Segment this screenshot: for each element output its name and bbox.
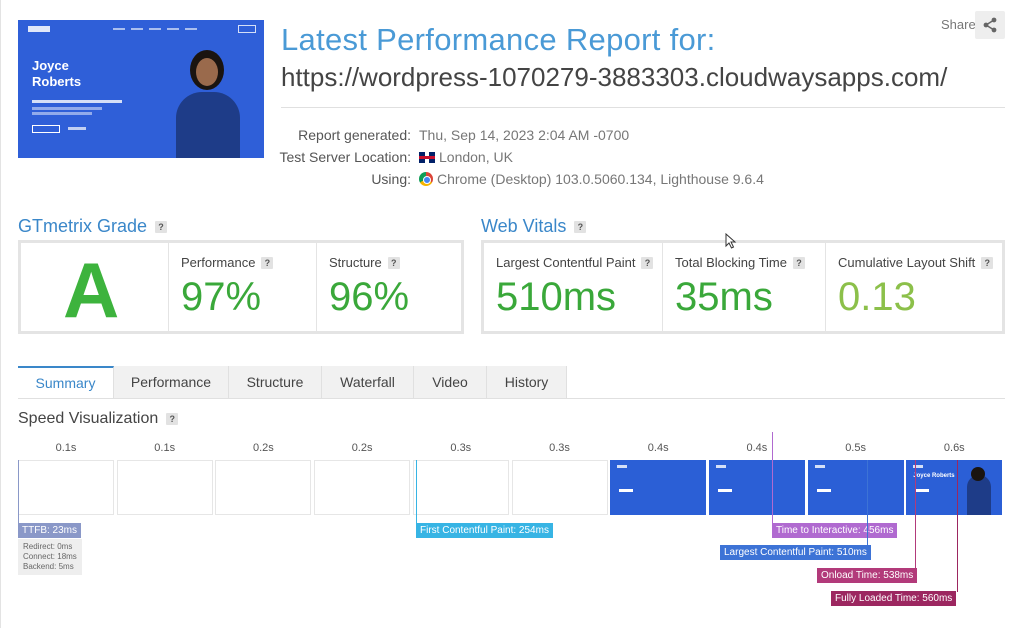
lcp-tag: Largest Contentful Paint: 510ms: [720, 545, 871, 560]
question-icon[interactable]: ?: [981, 256, 994, 269]
fully-loaded-tag: Fully Loaded Time: 560ms: [831, 591, 957, 606]
performance-label: Performance: [181, 255, 256, 270]
thumbnail-name: Joyce Roberts: [32, 58, 82, 89]
tab-summary[interactable]: Summary: [18, 366, 114, 398]
tab-structure[interactable]: Structure: [229, 366, 322, 398]
question-icon[interactable]: ?: [574, 220, 587, 233]
location-label: Test Server Location:: [279, 149, 411, 165]
tbt-label: Total Blocking Time: [675, 255, 787, 270]
structure-cell: Structure? 96%: [317, 243, 461, 331]
structure-value: 96%: [329, 275, 410, 319]
fcp-line: [416, 460, 417, 526]
meta-labels: Report generated: Test Server Location: …: [241, 124, 411, 190]
share-label: Share: [941, 17, 976, 32]
vitals-section-title: Web Vitals?: [481, 216, 587, 237]
report-url[interactable]: https://wordpress-1070279-3883303.cloudw…: [281, 62, 948, 92]
frame-time: 0.2s: [252, 442, 274, 454]
filmstrip-frame[interactable]: Joyce Roberts: [906, 460, 1003, 515]
frame-time: 0.6s: [943, 442, 965, 454]
report-title: Latest Performance Report for:: [281, 22, 716, 57]
filmstrip-frame[interactable]: [314, 460, 411, 515]
tab-performance[interactable]: Performance: [114, 366, 229, 398]
fully-loaded-line: [957, 460, 958, 592]
speed-vis-title: Speed Visualization?: [18, 410, 179, 428]
frame-time: 0.4s: [746, 442, 768, 454]
lcp-label: Largest Contentful Paint: [496, 255, 636, 270]
tbt-value: 35ms: [675, 275, 773, 319]
filmstrip-frame[interactable]: [412, 460, 509, 515]
grade-card: A Performance? 97% Structure? 96%: [18, 240, 464, 334]
grade-letter: A: [63, 246, 120, 334]
grade-section-title: GTmetrix Grade?: [18, 216, 168, 237]
filmstrip: Joyce Roberts: [18, 460, 1005, 516]
filmstrip-frame[interactable]: [610, 460, 707, 515]
frame-time: 0.3s: [450, 442, 472, 454]
meta-values: Thu, Sep 14, 2023 2:04 AM -0700 London, …: [419, 124, 764, 190]
thumbnail-nav: [18, 20, 264, 38]
lcp-value: 510ms: [496, 275, 617, 319]
location-value: London, UK: [419, 146, 764, 168]
using-value: Chrome (Desktop) 103.0.5060.134, Lightho…: [419, 168, 764, 190]
frame-time: 0.2s: [351, 442, 373, 454]
tab-video[interactable]: Video: [414, 366, 487, 398]
ttfb-breakdown: Redirect: 0ms Connect: 18ms Backend: 5ms: [18, 539, 82, 575]
tab-waterfall[interactable]: Waterfall: [322, 366, 414, 398]
structure-label: Structure: [329, 255, 382, 270]
report-tabs: Summary Performance Structure Waterfall …: [18, 366, 567, 398]
frame-time: 0.3s: [549, 442, 570, 454]
fcp-tag: First Contentful Paint: 254ms: [416, 523, 553, 538]
tab-history[interactable]: History: [487, 366, 567, 398]
question-icon[interactable]: ?: [166, 413, 179, 425]
question-icon[interactable]: ?: [793, 256, 805, 269]
share-icon: [983, 17, 997, 33]
frame-time: 0.5s: [845, 442, 866, 454]
cls-value: 0.13: [838, 275, 916, 319]
onload-tag: Onload Time: 538ms: [817, 568, 918, 583]
question-icon[interactable]: ?: [387, 256, 400, 269]
filmstrip-frame[interactable]: [116, 460, 213, 515]
filmstrip-frame[interactable]: [215, 460, 312, 515]
tti-tag: Time to Interactive: 456ms: [772, 523, 898, 538]
mouse-cursor-icon: [725, 233, 737, 249]
frame-time: 0.1s: [154, 442, 176, 454]
performance-cell: Performance? 97%: [169, 243, 317, 331]
generated-value: Thu, Sep 14, 2023 2:04 AM -0700: [419, 127, 630, 143]
frame-time: 0.1s: [55, 442, 77, 454]
using-label: Using:: [371, 171, 411, 187]
filmstrip-frame[interactable]: [708, 460, 805, 515]
question-icon[interactable]: ?: [261, 256, 274, 269]
performance-value: 97%: [181, 275, 262, 319]
site-thumbnail: Joyce Roberts: [18, 20, 264, 158]
question-icon[interactable]: ?: [641, 256, 654, 269]
question-icon[interactable]: ?: [155, 220, 168, 233]
filmstrip-frame[interactable]: [18, 460, 114, 515]
frame-time: 0.4s: [647, 442, 669, 454]
vitals-card: Largest Contentful Paint? 510ms Total Bl…: [481, 240, 1005, 334]
grade-letter-cell: A: [21, 243, 169, 334]
cls-cell: Cumulative Layout Shift? 0.13: [826, 243, 1002, 331]
share-button[interactable]: [975, 11, 1005, 39]
tbt-cell: Total Blocking Time? 35ms: [663, 243, 826, 331]
filmstrip-frame[interactable]: [511, 460, 608, 515]
ttfb-tag: TTFB: 23ms: [18, 523, 82, 538]
thumbnail-portrait: [168, 50, 248, 158]
filmstrip-frame[interactable]: [807, 460, 904, 515]
tabs-divider: [18, 398, 1005, 399]
ttfb-line: [18, 460, 19, 526]
tti-line: [772, 432, 773, 524]
lcp-line: [867, 460, 868, 546]
cls-label: Cumulative Layout Shift: [838, 255, 976, 270]
uk-flag-icon: [419, 151, 435, 163]
chrome-icon: [419, 172, 433, 186]
lcp-cell: Largest Contentful Paint? 510ms: [484, 243, 663, 331]
generated-label: Report generated:: [298, 127, 411, 143]
header-divider: [281, 107, 1005, 108]
onload-line: [915, 460, 916, 569]
